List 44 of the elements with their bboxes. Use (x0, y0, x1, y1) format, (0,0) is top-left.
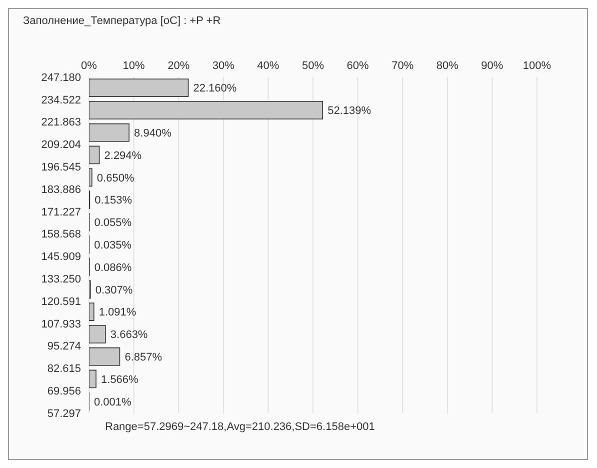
x-tick-label: 60% (346, 60, 370, 72)
y-tick-label: 221.863 (41, 116, 81, 129)
data-label: 6.857% (124, 351, 162, 364)
x-tick-label: 70% (392, 60, 414, 72)
x-tick-label: 30% (212, 60, 235, 72)
x-tick-label: 80% (436, 60, 459, 72)
data-label: 52.139% (328, 105, 372, 118)
data-label: 3.663% (110, 329, 148, 342)
chart-title: Заполнение_Температура [oC] : +P +R (23, 15, 221, 27)
data-label: 2.294% (104, 150, 142, 162)
y-tick-label: 120.591 (41, 296, 81, 308)
y-tick-label: 247.180 (41, 72, 81, 84)
data-label: 0.055% (94, 217, 132, 230)
y-tick-label: 145.909 (41, 251, 81, 264)
x-tick-label: 40% (257, 60, 280, 72)
y-tick-label: 107.933 (41, 318, 81, 330)
data-label: 1.566% (101, 374, 139, 386)
data-label: 8.940% (134, 127, 172, 140)
text: Range=57.2969~247.18,Avg=210.236,SD=6.158e+001 (105, 421, 375, 433)
y-tick-label: 171.227 (41, 206, 81, 218)
y-tick-label: 69.956 (47, 386, 81, 398)
x-tick-label: 10% (122, 60, 146, 72)
data-label: 0.153% (94, 194, 132, 207)
y-tick-label: 209.204 (41, 139, 81, 152)
y-tick-label: 183.886 (41, 184, 81, 196)
y-tick-label: 234.522 (41, 94, 81, 106)
x-tick-label: 20% (168, 60, 190, 72)
data-label: 0.086% (94, 262, 132, 274)
y-tick-label: 82.615 (47, 363, 81, 376)
y-tick-label: 95.274 (47, 340, 81, 353)
data-label: 1.091% (98, 306, 136, 319)
x-tick-label: 90% (481, 60, 504, 72)
y-tick-label: 196.545 (41, 162, 81, 174)
data-label: 22.160% (193, 82, 237, 95)
x-tick-label: 50% (302, 60, 324, 72)
data-label: 0.307% (95, 284, 133, 296)
x-tick-label: 100% (522, 60, 552, 72)
data-label: 0.650% (96, 172, 134, 184)
y-tick-label: 158.568 (41, 228, 81, 241)
y-tick-label: 57.297 (47, 408, 81, 420)
x-tick-label: 0% (81, 60, 98, 72)
data-label: 0.035% (94, 239, 132, 252)
data-label: 0.001% (94, 396, 132, 408)
y-tick-label: 133.250 (41, 274, 81, 286)
